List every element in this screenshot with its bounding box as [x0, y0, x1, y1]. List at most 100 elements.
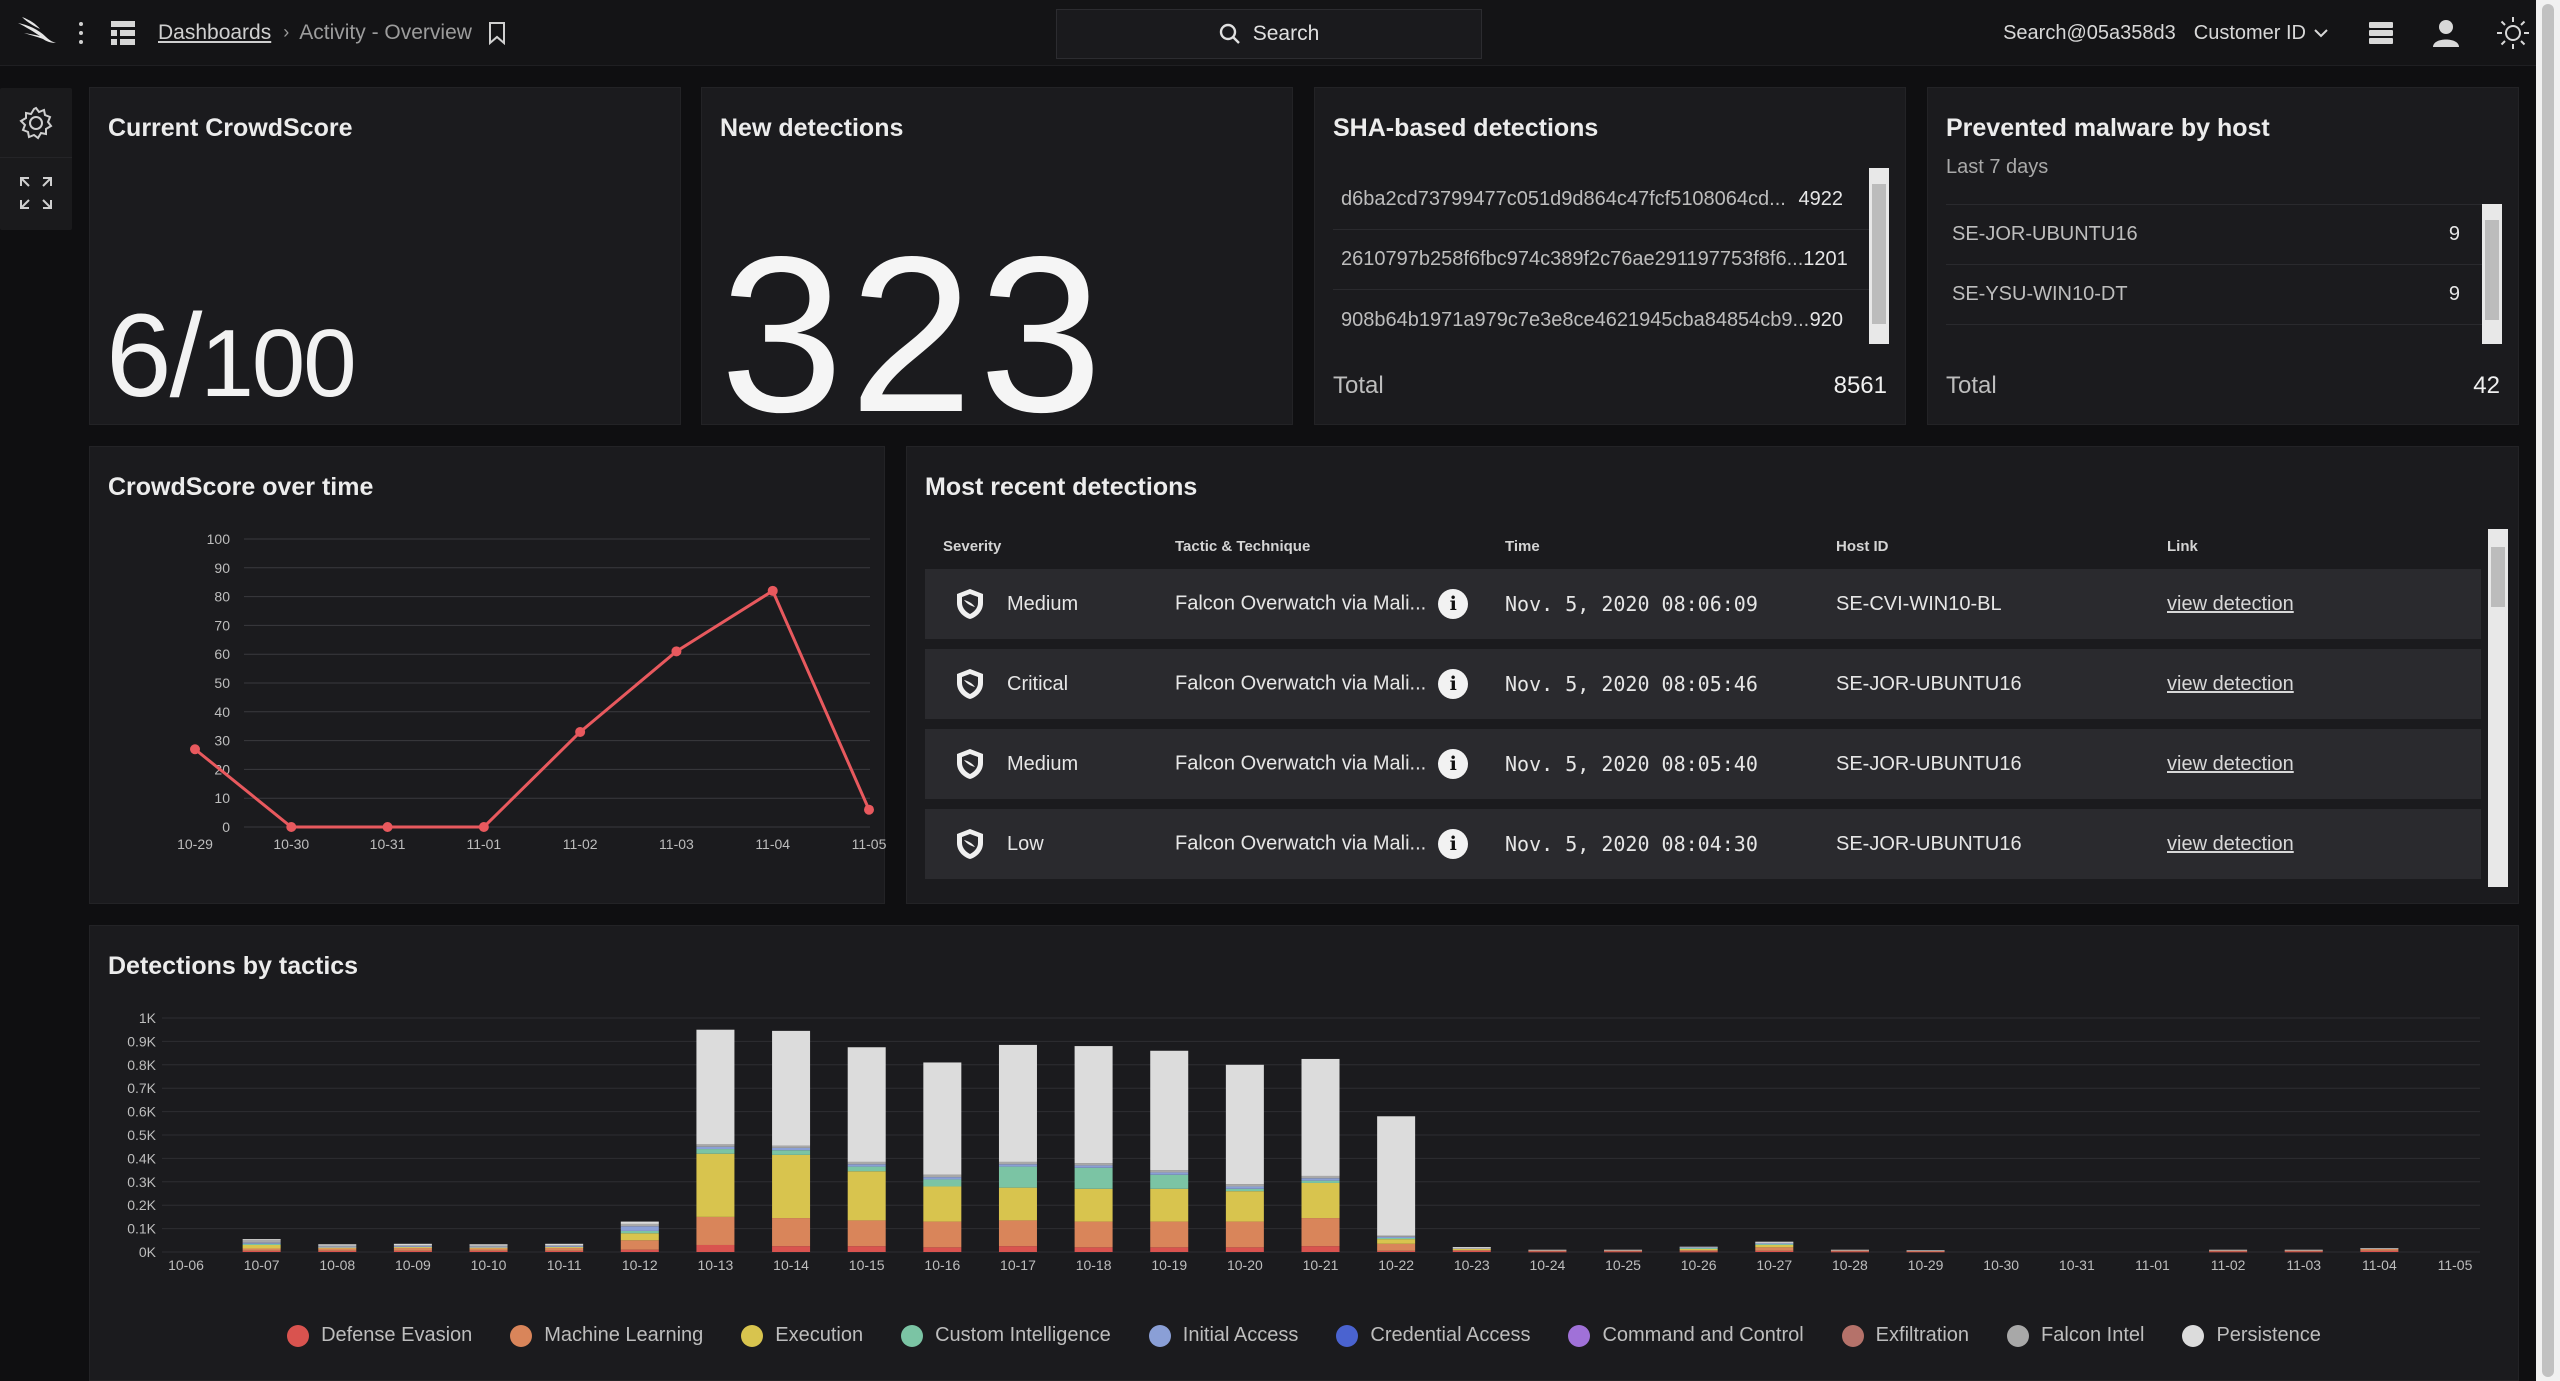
legend-item[interactable]: Machine Learning — [510, 1324, 703, 1347]
view-detection-link[interactable]: view detection — [2167, 752, 2294, 775]
bar-segment — [847, 1166, 886, 1172]
column-header-time[interactable]: Time — [1505, 537, 1540, 555]
table-row[interactable]: Medium Falcon Overwatch via Mali... i Nov. … — [925, 729, 2481, 799]
falcon-shield-icon — [957, 589, 983, 619]
data-point — [478, 822, 489, 832]
bar-segment — [1377, 1250, 1416, 1252]
search-box[interactable]: Search — [1056, 9, 1482, 59]
bar-segment — [923, 1177, 962, 1180]
table-row[interactable]: Critical Falcon Overwatch via Mali... i Nov… — [925, 649, 2481, 719]
bar-segment — [1301, 1178, 1340, 1181]
legend-item[interactable]: Defense Evasion — [287, 1324, 472, 1347]
host-count: 9 — [2448, 223, 2460, 245]
total-value: 42 — [2473, 372, 2500, 399]
x-tick-label: 11-04 — [2362, 1257, 2397, 1273]
y-tick-label: 0 — [222, 819, 230, 835]
x-tick-label: 11-02 — [2211, 1257, 2246, 1273]
table-header-row: Severity Tactic & Technique Time Host ID… — [925, 537, 2481, 559]
table-row[interactable]: Medium Falcon Overwatch via Mali... i Nov. … — [925, 569, 2481, 639]
column-header-host[interactable]: Host ID — [1836, 537, 1889, 555]
bar-segment — [620, 1226, 659, 1231]
x-tick-label: 10-11 — [547, 1257, 582, 1273]
legend-item[interactable]: Credential Access — [1336, 1324, 1530, 1347]
customer-id-dropdown[interactable]: Customer ID — [2194, 22, 2328, 45]
link-cell: view detection — [2149, 729, 2481, 799]
more-menu-icon[interactable] — [78, 21, 84, 44]
dashboard-menu-icon[interactable] — [110, 20, 136, 46]
notifications-stack-icon[interactable] — [2366, 18, 2396, 48]
data-point — [190, 744, 200, 755]
legend-dot-icon — [2007, 1324, 2030, 1347]
detections-table-scrollbar[interactable] — [2488, 529, 2508, 887]
legend-label: Exfiltration — [1875, 1324, 1970, 1346]
view-detection-link[interactable]: view detection — [2167, 592, 2294, 615]
sha-row[interactable]: 908b64b1971a979c7e3e8ce4621945cba84854cb… — [1333, 290, 1887, 350]
view-detection-link[interactable]: view detection — [2167, 832, 2294, 855]
malware-host-row[interactable]: SE-JOR-UBUNTU16 9 — [1946, 205, 2500, 265]
info-icon[interactable]: i — [1438, 749, 1469, 779]
bar-segment — [1679, 1246, 1718, 1248]
legend-item[interactable]: Initial Access — [1148, 1324, 1298, 1347]
column-header-tactic[interactable]: Tactic & Technique — [1175, 537, 1311, 555]
legend-item[interactable]: Falcon Intel — [2007, 1324, 2144, 1347]
malware-host-row[interactable]: SE-YSU-WIN10-DT 9 — [1946, 265, 2500, 325]
column-header-link[interactable]: Link — [2167, 537, 2198, 555]
bar-segment — [998, 1220, 1037, 1247]
sha-list-scrollbar[interactable] — [1869, 168, 1889, 344]
info-icon[interactable]: i — [1438, 589, 1469, 619]
sha-count: 920 — [1809, 308, 1843, 331]
bookmark-icon[interactable] — [488, 21, 506, 45]
x-tick-label: 11-03 — [2286, 1257, 2321, 1273]
y-tick-label: 40 — [214, 704, 230, 720]
falcon-logo-icon[interactable] — [16, 15, 58, 51]
info-icon[interactable]: i — [1438, 669, 1469, 699]
time-cell: Nov. 5, 2020 08:04:30 — [1487, 809, 1818, 879]
bar-segment — [1830, 1250, 1869, 1252]
column-header-severity[interactable]: Severity — [943, 537, 1002, 555]
theme-toggle-sun-icon[interactable] — [2496, 16, 2530, 50]
x-tick-label: 10-18 — [1076, 1257, 1112, 1273]
breadcrumb-dashboards-link[interactable]: Dashboards — [158, 20, 272, 44]
bar-segment — [1755, 1244, 1794, 1248]
sha-total: Total 8561 — [1333, 372, 1887, 400]
table-row[interactable]: Low Falcon Overwatch via Mali... i Nov. 5, … — [925, 809, 2481, 879]
page-scrollbar[interactable] — [2536, 0, 2560, 1381]
legend-label: Credential Access — [1370, 1324, 1531, 1346]
time-label: Nov. 5, 2020 08:05:40 — [1505, 752, 1758, 776]
bar-segment — [923, 1174, 962, 1178]
legend-item[interactable]: Execution — [741, 1324, 863, 1347]
malware-list-scrollbar[interactable] — [2482, 204, 2502, 344]
fullscreen-button[interactable] — [0, 158, 72, 228]
y-tick-label: 100 — [207, 531, 231, 547]
bar-segment — [1679, 1247, 1718, 1249]
bar-segment — [620, 1233, 659, 1241]
y-tick-label: 0.3K — [127, 1174, 156, 1190]
time-cell: Nov. 5, 2020 08:06:09 — [1487, 569, 1818, 639]
severity-cell: Low — [925, 809, 1157, 879]
bar-segment — [1452, 1247, 1491, 1249]
legend-item[interactable]: Command and Control — [1568, 1324, 1804, 1347]
info-icon[interactable]: i — [1438, 829, 1469, 859]
bar-segment — [393, 1244, 432, 1247]
host-cell: SE-JOR-UBUNTU16 — [1818, 729, 2149, 799]
bar-segment — [1150, 1188, 1189, 1222]
sha-row[interactable]: d6ba2cd73799477c051d9d864c47fcf5108064cd… — [1333, 170, 1887, 230]
sha-row[interactable]: 2610797b258f6fbc974c389f2c76ae291197753f… — [1333, 230, 1887, 290]
user-label[interactable]: Search@05a358d3 — [2003, 21, 2176, 44]
bar-segment — [393, 1246, 432, 1249]
legend-dot-icon — [901, 1324, 924, 1347]
bar-segment — [1225, 1247, 1264, 1252]
legend-dot-icon — [1148, 1324, 1171, 1347]
bar-segment — [923, 1062, 962, 1175]
legend-item[interactable]: Exfiltration — [1841, 1324, 1970, 1347]
legend-item[interactable]: Custom Intelligence — [901, 1324, 1111, 1347]
legend-item[interactable]: Persistence — [2182, 1324, 2321, 1347]
bar-segment — [545, 1244, 584, 1247]
x-tick-label: 11-05 — [2438, 1257, 2473, 1273]
view-detection-link[interactable]: view detection — [2167, 672, 2294, 695]
bar-segment — [2284, 1250, 2323, 1252]
user-profile-icon[interactable] — [2430, 17, 2462, 49]
tactic-label: Falcon Overwatch via Mali... — [1175, 672, 1427, 695]
settings-button[interactable] — [0, 88, 72, 158]
bar-segment — [2284, 1251, 2323, 1253]
